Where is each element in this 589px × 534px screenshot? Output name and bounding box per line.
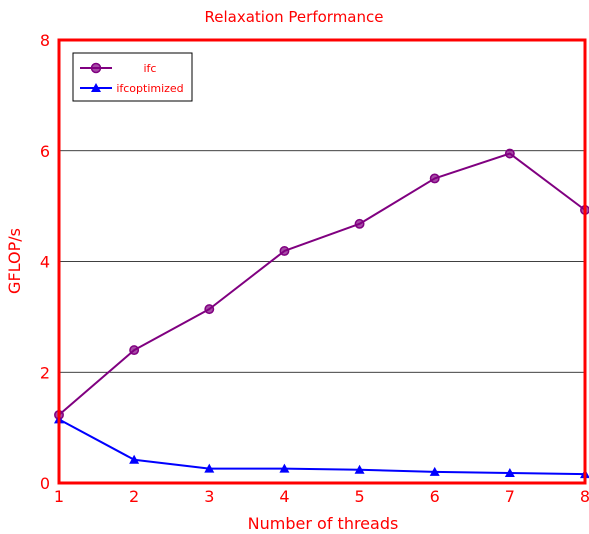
data-point-ifcoptimized: [279, 463, 290, 473]
legend-box: [72, 52, 193, 102]
chart-title: Relaxation Performance: [205, 8, 384, 26]
y-tick-label: 6: [40, 142, 50, 161]
plot-frame: [57, 38, 587, 485]
data-point-ifc: [504, 148, 515, 159]
y-axis-label: GFLOP/s: [5, 228, 24, 294]
tick-labels: 1 2 3 4 5 6 7 8 0 2 4 6 8: [40, 31, 589, 506]
x-tick-label: 3: [204, 487, 214, 506]
series-ifcoptimized: [54, 414, 589, 479]
y-tick-label: 8: [40, 31, 50, 50]
data-point-ifcoptimized: [354, 464, 365, 474]
legend-label-ifc: ifc: [144, 62, 157, 75]
y-tick-label: 4: [40, 253, 50, 272]
x-tick-label: 8: [580, 487, 589, 506]
legend: ifc ifcoptimized: [72, 52, 193, 102]
data-point-ifc: [429, 173, 440, 184]
x-tick-label: 5: [354, 487, 364, 506]
legend-entry-ifc: ifc: [80, 62, 156, 75]
legend-label-ifcoptimized: ifcoptimized: [116, 82, 183, 95]
x-tick-label: 1: [54, 487, 64, 506]
series-line-ifc: [58, 152, 586, 416]
x-axis-label: Number of threads: [248, 514, 399, 533]
y-tick-label: 0: [40, 474, 50, 493]
data-point-ifcoptimized: [504, 468, 515, 478]
series-line-ifcoptimized: [58, 418, 586, 476]
x-tick-label: 7: [505, 487, 515, 506]
data-point-ifcoptimized: [429, 466, 440, 476]
legend-marker-ifc: [90, 62, 102, 74]
series-ifc: [54, 148, 589, 420]
legend-marker-ifcoptimized: [91, 83, 101, 92]
x-tick-label: 4: [279, 487, 289, 506]
y-tick-label: 2: [40, 363, 50, 382]
legend-entry-ifcoptimized: ifcoptimized: [80, 82, 184, 95]
data-point-ifcoptimized: [204, 463, 215, 473]
data-point-ifc: [129, 345, 140, 356]
data-point-ifc: [204, 304, 215, 315]
series-layer: [54, 148, 589, 479]
x-tick-label: 2: [129, 487, 139, 506]
data-point-ifc: [354, 218, 365, 229]
x-tick-label: 6: [430, 487, 440, 506]
data-point-ifcoptimized: [129, 454, 140, 464]
data-point-ifc: [279, 246, 290, 256]
gridlines: [59, 39, 585, 484]
